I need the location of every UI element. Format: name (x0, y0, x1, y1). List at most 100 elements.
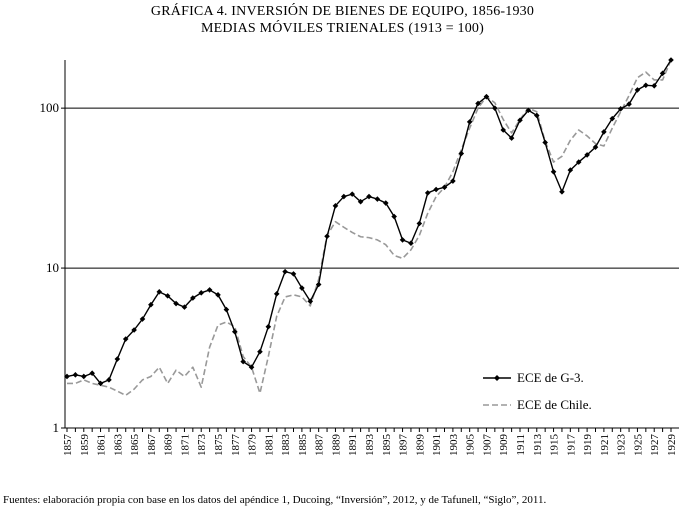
data-point (315, 281, 322, 288)
x-tick-label: 1859 (79, 434, 91, 457)
x-tick-label: 1873 (196, 434, 208, 457)
data-point (617, 106, 624, 112)
x-tick-label: 1881 (263, 434, 275, 456)
data-point (508, 135, 515, 141)
legend-marker-g3 (494, 375, 500, 381)
data-point (559, 188, 565, 195)
data-point (106, 377, 112, 383)
data-point (64, 373, 70, 380)
data-point (408, 240, 414, 247)
data-point (72, 372, 79, 378)
data-point (659, 70, 666, 77)
data-point (668, 57, 674, 63)
x-tick-label: 1875 (213, 434, 225, 457)
data-point (181, 304, 188, 310)
x-tick-label: 1893 (364, 434, 376, 457)
x-tick-label: 1865 (129, 434, 141, 457)
data-point (374, 196, 381, 202)
gridlines (65, 107, 679, 269)
x-tick-label: 1863 (112, 434, 124, 457)
data-point (542, 139, 548, 146)
data-point (248, 364, 255, 370)
x-tick-label: 1909 (498, 434, 510, 457)
chart-subtitle: MEDIAS MÓVILES TRIENALES (1913 = 100) (201, 21, 484, 36)
data-point (131, 327, 137, 333)
data-point (525, 107, 532, 114)
legend: ECE de G-3. ECE de Chile. (483, 370, 592, 412)
x-tick-label: 1877 (230, 434, 242, 457)
data-point (366, 193, 372, 200)
y-tick-label: 1 (53, 420, 60, 435)
data-point (231, 328, 238, 335)
x-tick-label: 1915 (549, 434, 561, 457)
y-tick-label: 100 (40, 100, 60, 115)
data-point (424, 190, 431, 196)
data-point (156, 289, 163, 295)
x-tick-label: 1927 (649, 434, 661, 457)
x-tick-label: 1867 (146, 434, 158, 457)
data-point (89, 370, 95, 377)
legend-label-chile: ECE de Chile. (517, 397, 592, 412)
y-tick-label: 10 (46, 260, 59, 275)
axes: 1 10 100 1857 1859 1861 1863 1865 1867 1869 1871 18… (40, 60, 679, 457)
x-tick-label: 1925 (632, 434, 644, 457)
data-point (416, 220, 423, 227)
data-point (290, 271, 297, 277)
data-point (223, 306, 230, 313)
data-point (190, 295, 196, 301)
x-tick-label: 1861 (96, 434, 108, 456)
line-chart: 1 10 100 1857 1859 1861 1863 1865 1867 1869 1871 18… (40, 57, 679, 457)
data-point (382, 200, 389, 206)
data-point (533, 112, 540, 119)
x-tick-label: 1879 (247, 434, 259, 457)
data-point (198, 290, 205, 296)
data-point (273, 291, 280, 297)
data-point (341, 193, 347, 200)
data-point (240, 358, 246, 365)
data-point (391, 213, 397, 220)
x-tick-label: 1895 (381, 434, 393, 457)
data-point (282, 268, 288, 275)
data-point (139, 316, 146, 322)
data-point (206, 287, 213, 293)
x-tick-label: 1857 (62, 434, 74, 457)
x-tick-label: 1929 (666, 434, 678, 457)
x-tick-label: 1907 (481, 434, 493, 457)
chart-title: GRÁFICA 4. INVERSIÓN DE BIENES DE EQUIPO… (150, 4, 535, 19)
data-point (475, 100, 481, 107)
x-tick-label: 1901 (431, 434, 443, 456)
x-tick-label: 1905 (465, 434, 477, 457)
data-point (441, 184, 448, 191)
data-point (215, 292, 221, 298)
data-point (97, 380, 104, 387)
data-point (164, 293, 171, 299)
data-point (592, 144, 599, 150)
data-point (122, 336, 129, 342)
data-point (307, 298, 314, 305)
data-point (399, 237, 406, 243)
data-point (500, 127, 507, 133)
data-point (567, 167, 574, 173)
data-point (80, 373, 87, 380)
data-point (584, 152, 590, 158)
x-tick-label: 1899 (414, 434, 426, 457)
x-tick-label: 1871 (179, 434, 191, 456)
series (64, 57, 674, 397)
x-tick-label: 1919 (582, 434, 594, 457)
data-point (492, 105, 498, 111)
data-point (349, 191, 356, 197)
x-tick-label: 1869 (163, 434, 175, 457)
data-point (114, 356, 121, 362)
data-point (575, 159, 582, 165)
x-tick-label: 1903 (448, 434, 460, 457)
data-point (265, 323, 272, 330)
data-point (643, 82, 649, 89)
data-point (550, 168, 557, 175)
x-tick-label: 1891 (347, 434, 359, 456)
x-tick-label: 1911 (515, 434, 527, 456)
data-point (609, 115, 616, 122)
x-tick-label: 1921 (599, 434, 611, 456)
x-tick-label: 1883 (280, 434, 292, 457)
data-point (148, 301, 154, 308)
data-point (173, 300, 179, 307)
